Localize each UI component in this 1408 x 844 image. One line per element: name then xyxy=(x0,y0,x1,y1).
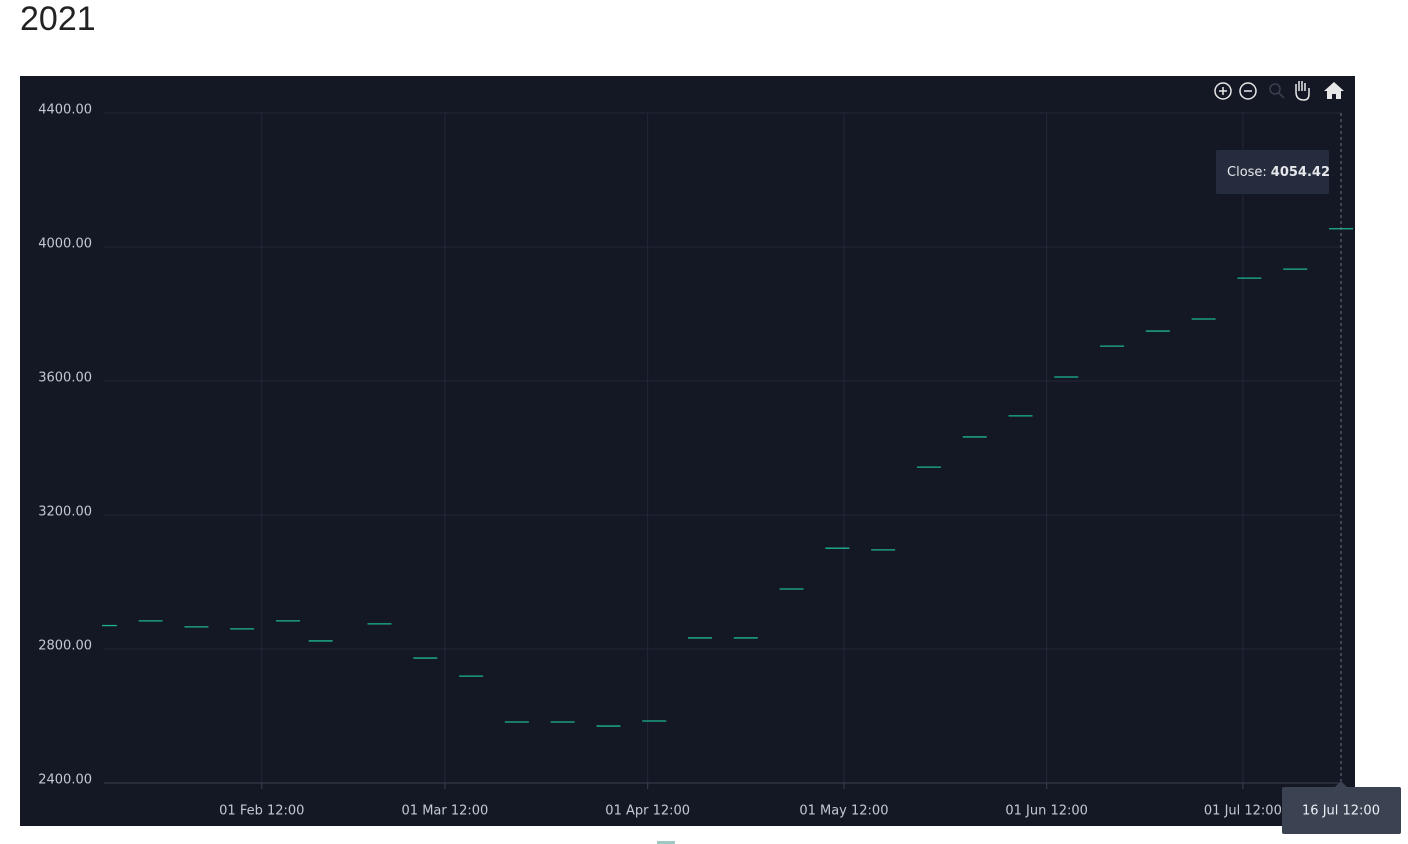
zoom-in-button[interactable] xyxy=(1214,82,1232,100)
tooltip-text: Close: 4054.42 xyxy=(1227,165,1330,180)
tooltip-value: 4054.42 xyxy=(1271,165,1330,180)
x-tick-label: 01 Feb 12:00 xyxy=(219,804,304,819)
page-title: 2021 xyxy=(20,0,96,38)
tooltip-label: Close: xyxy=(1227,165,1267,180)
crosshair-label: 16 Jul 12:00 xyxy=(1302,804,1380,819)
chart-background xyxy=(20,76,1355,826)
x-tick-label: 01 Jun 12:00 xyxy=(1005,804,1088,819)
crosshair-label-box xyxy=(1282,787,1401,834)
y-tick-label: 2800.00 xyxy=(38,639,92,654)
y-tick-label: 3600.00 xyxy=(38,371,92,386)
tooltip-box xyxy=(1216,150,1329,194)
zoom-out-button[interactable] xyxy=(1239,82,1257,100)
crosshair-label-pointer xyxy=(1335,781,1347,787)
zoom-button[interactable] xyxy=(1269,83,1285,99)
reset-button[interactable] xyxy=(1324,82,1344,99)
y-tick-label: 2400.00 xyxy=(38,773,92,788)
pan-button[interactable] xyxy=(1295,81,1310,101)
toolbar xyxy=(1214,81,1344,101)
y-tick-label: 3200.00 xyxy=(38,505,92,520)
x-tick-label: 01 Mar 12:00 xyxy=(402,804,489,819)
y-tick-label: 4400.00 xyxy=(38,103,92,118)
y-tick-label: 4000.00 xyxy=(38,237,92,252)
legend-marker[interactable] xyxy=(657,841,675,844)
x-tick-label: 01 Jul 12:00 xyxy=(1204,804,1282,819)
x-tick-label: 01 May 12:00 xyxy=(799,804,888,819)
x-tick-label: 01 Apr 12:00 xyxy=(605,804,690,819)
